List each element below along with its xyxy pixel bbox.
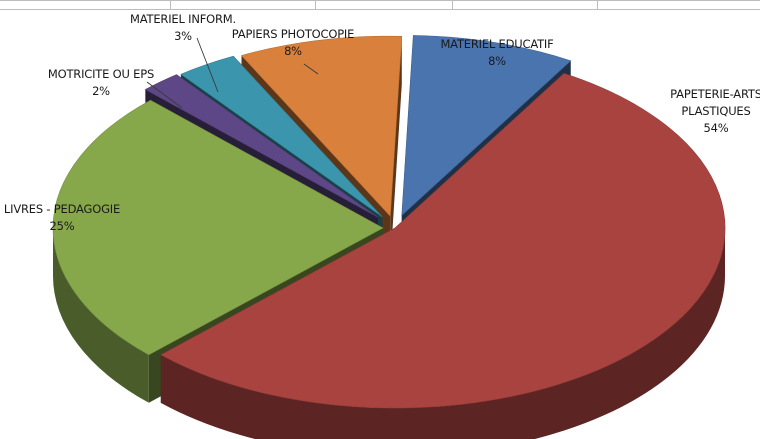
slice-label-3: MOTRICITE OU EPS 2%: [48, 67, 154, 98]
slice-label-0: MATERIEL EDUCATIF 8%: [440, 37, 553, 68]
slice-name-label: MATERIEL INFORM.: [130, 12, 236, 26]
leader-line-4: [196, 37, 219, 93]
slice-label-4: MATERIEL INFORM. 3%: [130, 12, 236, 43]
slice-0: [401, 35, 572, 217]
pie-tops: [52, 35, 726, 409]
slice-label-5: PAPIERS PHOTOCOPIE 8%: [232, 27, 354, 58]
slice-value-label: 25%: [50, 219, 75, 233]
slice-name-label: MATERIEL EDUCATIF: [440, 37, 553, 51]
slice-value-label: 3%: [174, 29, 192, 43]
slice-labels: MATERIEL EDUCATIF 8% PAPETERIE-ARTS PLASTIQ…: [4, 12, 760, 233]
slice-2: [52, 99, 384, 356]
slice-label-2: LIVRES - PEDAGOGIE 25%: [4, 202, 120, 233]
slice-value-label: 8%: [284, 44, 302, 58]
slice-wall-1-0: [160, 228, 725, 439]
leader-line-3: [146, 81, 183, 109]
slice-name-label: PAPETERIE-ARTS: [670, 87, 760, 101]
slice-value-label: 54%: [704, 121, 729, 135]
slice-value-label: 8%: [488, 54, 506, 68]
table-border-top: [0, 0, 760, 10]
slice-3: [144, 74, 379, 218]
slice-1: [160, 73, 726, 409]
slice-name-label: PLASTIQUES: [681, 104, 750, 118]
slice-wall-2-0: [53, 227, 149, 403]
slice-4: [180, 55, 383, 218]
leader-lines: [146, 37, 319, 109]
slice-side-5-1: [390, 36, 402, 265]
slice-label-1: PAPETERIE-ARTS PLASTIQUES 54%: [670, 87, 760, 135]
slice-name-label: PAPIERS PHOTOCOPIE: [232, 27, 354, 41]
slice-name-label: MOTRICITE OU EPS: [48, 67, 154, 81]
slice-5: [240, 35, 403, 217]
leader-line-5: [303, 63, 319, 75]
slice-name-label: LIVRES - PEDAGOGIE: [4, 202, 120, 216]
slice-value-label: 2%: [92, 84, 110, 98]
